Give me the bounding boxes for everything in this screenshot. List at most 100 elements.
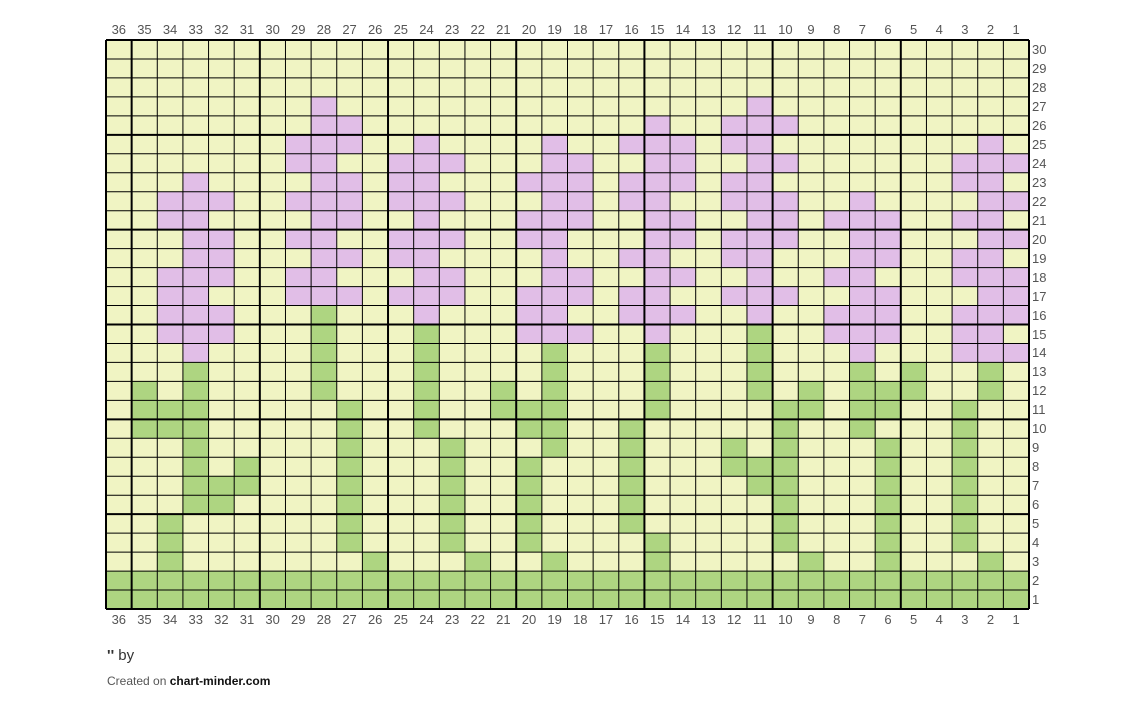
- cell-purple: [567, 324, 594, 344]
- cell-background: [721, 476, 748, 496]
- cell-background: [464, 457, 492, 477]
- cell-background: [464, 115, 492, 136]
- cell-green: [541, 552, 568, 572]
- site-link[interactable]: chart-minder.com: [169, 674, 271, 688]
- cell-purple: [875, 248, 902, 269]
- cell-background: [900, 476, 927, 496]
- column-number-bottom: 20: [521, 612, 537, 627]
- column-number-top: 9: [807, 22, 815, 37]
- cell-background: [695, 400, 722, 420]
- cell-background: [618, 58, 645, 79]
- column-number-bottom: 3: [961, 612, 969, 627]
- row-number: 14: [1032, 345, 1047, 361]
- cell-background: [644, 514, 671, 534]
- row-number: 5: [1032, 516, 1040, 532]
- cell-green: [516, 400, 543, 420]
- cell-background: [106, 400, 133, 420]
- cell-background: [746, 400, 774, 420]
- cell-green: [721, 590, 748, 610]
- cell-background: [798, 191, 825, 212]
- cell-purple: [875, 324, 902, 344]
- cell-purple: [516, 324, 543, 344]
- cell-background: [695, 362, 722, 382]
- cell-purple: [849, 248, 876, 269]
- cell-green: [182, 381, 210, 401]
- cell-purple: [670, 172, 697, 193]
- cell-purple: [439, 153, 466, 174]
- cell-background: [106, 267, 133, 288]
- cell-background: [670, 115, 697, 136]
- cell-background: [311, 419, 338, 439]
- cell-background: [875, 191, 902, 212]
- cell-green: [670, 571, 697, 591]
- cell-background: [234, 514, 261, 534]
- cell-green: [541, 590, 568, 610]
- cell-background: [157, 115, 184, 136]
- cell-background: [926, 495, 953, 515]
- cell-green: [695, 590, 722, 610]
- cell-background: [977, 419, 1004, 439]
- cell-purple: [541, 248, 568, 269]
- cell-green: [772, 457, 799, 477]
- cell-background: [823, 115, 850, 136]
- cell-purple: [208, 248, 235, 269]
- cell-background: [182, 40, 210, 60]
- cell-background: [926, 533, 953, 553]
- cell-purple: [1003, 286, 1030, 307]
- cell-background: [106, 514, 133, 534]
- cell-purple: [208, 305, 235, 325]
- cell-purple: [721, 115, 748, 136]
- cell-background: [106, 248, 133, 269]
- row-number: 27: [1032, 98, 1047, 114]
- cell-purple: [618, 248, 645, 269]
- cell-background: [823, 400, 850, 420]
- cell-background: [362, 362, 389, 382]
- cell-background: [259, 115, 286, 136]
- cell-green: [772, 476, 799, 496]
- cell-background: [670, 552, 697, 572]
- cell-background: [900, 77, 927, 98]
- cell-background: [362, 210, 389, 231]
- cell-background: [952, 115, 979, 136]
- cell-background: [439, 172, 466, 193]
- cell-green: [644, 533, 671, 553]
- cell-purple: [285, 153, 312, 174]
- cell-background: [439, 134, 466, 155]
- cell-purple: [670, 305, 697, 325]
- cell-background: [567, 419, 594, 439]
- cell-purple: [644, 324, 671, 344]
- column-number-bottom: 7: [858, 612, 866, 627]
- cell-green: [336, 400, 363, 420]
- cell-green: [541, 343, 568, 363]
- cell-background: [106, 305, 133, 325]
- cell-background: [593, 191, 620, 212]
- cell-purple: [336, 134, 363, 155]
- cell-green: [875, 514, 902, 534]
- cell-background: [875, 153, 902, 174]
- cell-background: [593, 476, 620, 496]
- row-number: 4: [1032, 535, 1040, 551]
- cell-background: [131, 40, 158, 60]
- cell-purple: [208, 267, 235, 288]
- column-number-top: 10: [778, 22, 793, 37]
- cell-background: [490, 457, 517, 477]
- cell-purple: [336, 172, 363, 193]
- cell-background: [439, 362, 466, 382]
- cell-green: [618, 571, 645, 591]
- cell-background: [695, 514, 722, 534]
- cell-green: [336, 457, 363, 477]
- cell-background: [977, 77, 1004, 98]
- cell-green: [336, 533, 363, 553]
- cell-purple: [952, 305, 979, 325]
- cell-background: [900, 305, 927, 325]
- cell-background: [464, 362, 492, 382]
- cell-background: [464, 324, 492, 344]
- cell-background: [208, 172, 235, 193]
- cell-background: [490, 172, 517, 193]
- cell-background: [1003, 381, 1030, 401]
- cell-green: [311, 362, 338, 382]
- cell-background: [926, 172, 953, 193]
- cell-purple: [977, 324, 1004, 344]
- cell-green: [362, 571, 389, 591]
- cell-purple: [823, 267, 850, 288]
